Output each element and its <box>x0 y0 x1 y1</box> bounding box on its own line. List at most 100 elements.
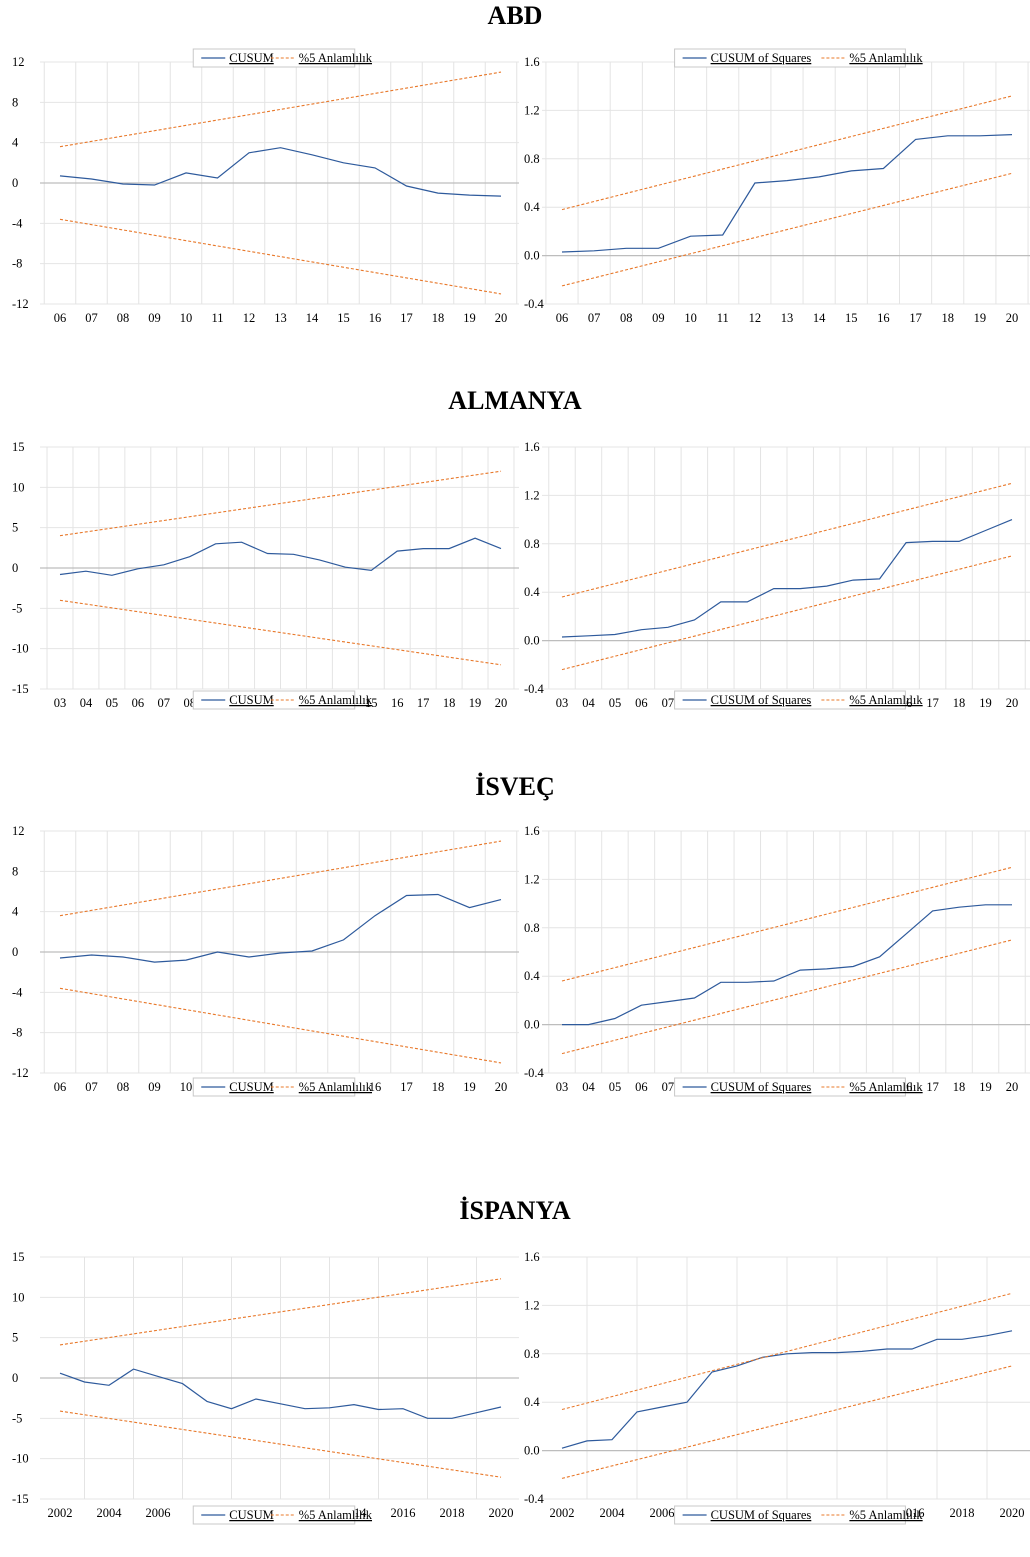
y-tick-label: -0.4 <box>524 1066 545 1080</box>
country-section: İSVEÇ12840-4-8-1206070809101112131415161… <box>12 772 1030 1097</box>
y-tick-label: 1.6 <box>524 1250 540 1264</box>
x-tick-label: 17 <box>400 1080 413 1094</box>
significance-band-line <box>59 987 502 1064</box>
x-tick-label: 16 <box>391 696 404 710</box>
country-title: İSVEÇ <box>475 772 554 801</box>
y-tick-label: 15 <box>12 440 25 454</box>
chart-legend: CUSUM %5 Anlamlılık <box>192 1077 373 1097</box>
x-tick-label: 19 <box>979 1080 992 1094</box>
y-tick-label: 10 <box>12 480 25 494</box>
x-tick-label: 2018 <box>950 1506 975 1520</box>
significance-band-line <box>59 1410 502 1478</box>
x-tick-label: 06 <box>635 696 648 710</box>
chart-legend: CUSUM %5 Anlamlılık <box>192 48 373 68</box>
x-tick-label: 16 <box>369 1080 382 1094</box>
x-tick-label: 04 <box>582 696 595 710</box>
y-tick-label: 0.8 <box>524 921 540 935</box>
cusum-chart: 12840-4-8-120607080910111213141516171819… <box>12 824 519 1097</box>
chart-legend: CUSUM of Squares %5 Anlamlılık <box>674 1077 923 1097</box>
x-tick-label: 12 <box>749 311 762 325</box>
y-tick-label: 8 <box>12 95 18 109</box>
x-tick-label: 16 <box>877 311 890 325</box>
x-tick-label: 09 <box>148 311 161 325</box>
significance-band-line <box>561 482 1013 598</box>
chart-legend: CUSUM %5 Anlamlılık <box>192 690 373 710</box>
country-title: ABD <box>488 1 543 30</box>
y-tick-label: -8 <box>12 1026 22 1040</box>
chart-legend: CUSUM of Squares %5 Anlamlılık <box>674 690 923 710</box>
x-tick-label: 07 <box>588 311 601 325</box>
legend-label-cusum: CUSUM of Squares <box>711 1508 812 1522</box>
x-tick-label: 07 <box>662 696 675 710</box>
significance-band-line <box>561 95 1013 211</box>
y-tick-label: 0 <box>12 561 18 575</box>
x-tick-label: 20 <box>495 696 508 710</box>
y-tick-label: 0.4 <box>524 1395 540 1409</box>
legend-label-cusum: CUSUM of Squares <box>711 693 812 707</box>
significance-band-line <box>59 1278 502 1346</box>
chart-legend: CUSUM of Squares %5 Anlamlılık <box>674 48 923 68</box>
significance-band-line <box>59 218 502 295</box>
x-tick-label: 06 <box>635 1080 648 1094</box>
x-tick-label: 20 <box>495 1080 508 1094</box>
x-tick-label: 03 <box>556 696 569 710</box>
x-tick-label: 20 <box>495 311 508 325</box>
x-tick-label: 19 <box>463 311 476 325</box>
country-section: ALMANYA151050-5-10-150304050607080910111… <box>12 386 1030 710</box>
y-tick-label: 1.6 <box>524 55 540 69</box>
significance-band-line <box>561 939 1013 1055</box>
y-tick-label: 0 <box>12 945 18 959</box>
x-tick-label: 14 <box>813 311 826 325</box>
x-tick-label: 2002 <box>550 1506 575 1520</box>
y-tick-label: 1.2 <box>524 103 540 117</box>
legend-box <box>192 1077 356 1097</box>
x-tick-label: 16 <box>369 311 382 325</box>
y-tick-label: 0.0 <box>524 634 540 648</box>
legend-box <box>674 690 906 710</box>
x-tick-label: 20 <box>1006 1080 1019 1094</box>
legend-label-band: %5 Anlamlılık <box>849 51 923 65</box>
y-tick-label: 8 <box>12 864 18 878</box>
y-tick-label: -4 <box>12 216 23 230</box>
y-tick-label: 0 <box>12 1371 18 1385</box>
x-tick-label: 19 <box>979 696 992 710</box>
y-tick-label: 4 <box>12 136 19 150</box>
significance-band-line <box>561 555 1013 671</box>
y-tick-label: 0.8 <box>524 1347 540 1361</box>
x-tick-label: 10 <box>180 311 193 325</box>
cusum-series-line <box>59 1368 502 1419</box>
x-tick-label: 05 <box>609 1080 622 1094</box>
legend-label-band: %5 Anlamlılık <box>299 1080 373 1094</box>
x-tick-label: 11 <box>717 311 729 325</box>
x-tick-label: 2006 <box>146 1506 171 1520</box>
y-tick-label: 0.4 <box>524 200 540 214</box>
x-tick-label: 07 <box>85 311 98 325</box>
y-tick-label: 12 <box>12 55 25 69</box>
cusum-series-line <box>561 1330 1013 1449</box>
x-tick-label: 2004 <box>97 1506 123 1520</box>
x-tick-label: 06 <box>54 1080 67 1094</box>
y-tick-label: 0 <box>12 176 18 190</box>
x-tick-label: 08 <box>117 1080 130 1094</box>
y-tick-label: -4 <box>12 985 23 999</box>
legend-label-cusum: CUSUM of Squares <box>711 51 812 65</box>
cusum-series-line <box>561 134 1013 253</box>
significance-band-line <box>561 1365 1013 1479</box>
legend-label-band: %5 Anlamlılık <box>849 1508 923 1522</box>
significance-band-line <box>561 866 1013 982</box>
x-tick-label: 18 <box>941 311 954 325</box>
x-tick-label: 17 <box>909 311 922 325</box>
x-tick-label: 13 <box>274 311 287 325</box>
country-title: ALMANYA <box>448 386 582 415</box>
x-tick-label: 18 <box>443 696 456 710</box>
legend-box <box>192 1505 356 1525</box>
significance-band-line <box>59 470 502 537</box>
legend-box <box>674 1505 906 1525</box>
y-tick-label: -15 <box>12 682 29 696</box>
cusum-series-line <box>59 147 502 197</box>
y-tick-label: -0.4 <box>524 682 545 696</box>
x-tick-label: 19 <box>974 311 987 325</box>
y-tick-label: -12 <box>12 297 29 311</box>
y-tick-label: -0.4 <box>524 1492 545 1506</box>
